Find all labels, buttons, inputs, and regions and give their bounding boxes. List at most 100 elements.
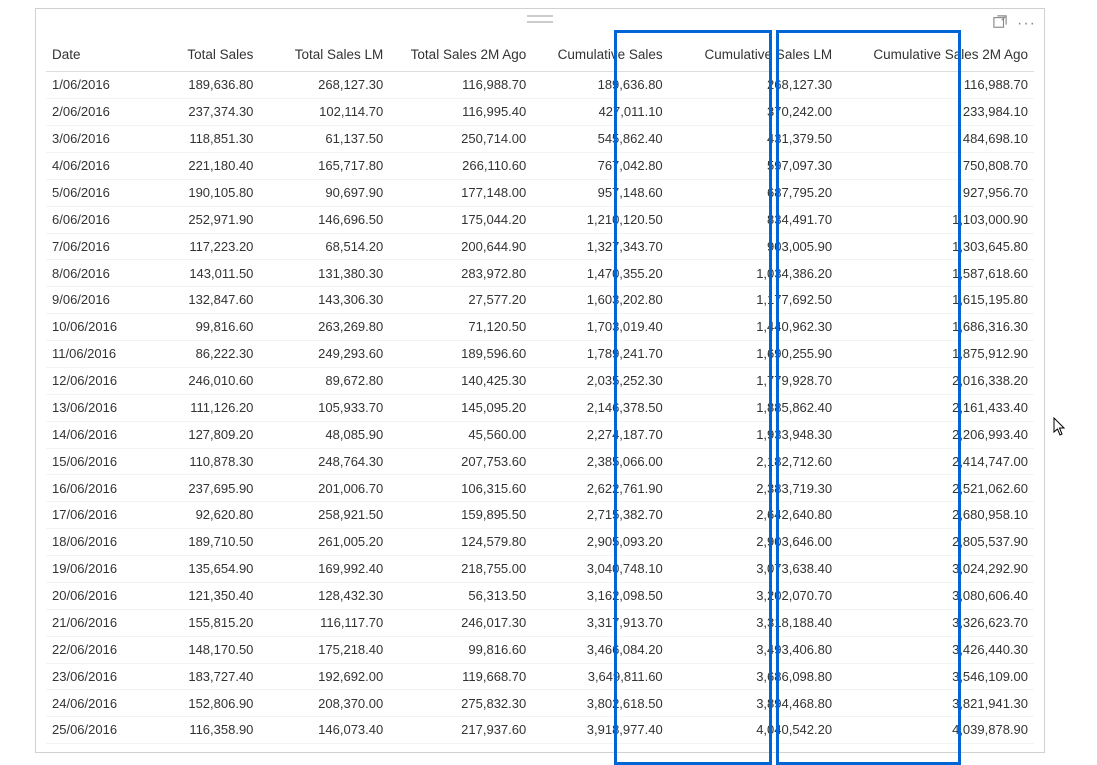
cell: 1,210,120.50 [532,206,668,233]
cell: 121,350.40 [143,582,260,609]
cell: 207,753.60 [389,448,532,475]
table-row[interactable]: 19/06/2016135,654.90169,992.40218,755.00… [46,556,1034,583]
table-row[interactable]: 6/06/2016252,971.90146,696.50175,044.201… [46,206,1034,233]
cell: 370,242.00 [669,99,838,126]
sales-table[interactable]: DateTotal SalesTotal Sales LMTotal Sales… [46,39,1034,744]
column-header[interactable]: Total Sales [143,39,260,72]
cell: 3,466,084.20 [532,636,668,663]
cell: 99,816.60 [389,636,532,663]
table-row[interactable]: 11/06/201686,222.30249,293.60189,596.601… [46,341,1034,368]
cell: 145,095.20 [389,394,532,421]
cell: 22/06/2016 [46,636,143,663]
cell: 1,779,928.70 [669,367,838,394]
cell: 218,755.00 [389,556,532,583]
table-row[interactable]: 25/06/2016116,358.90146,073.40217,937.60… [46,717,1034,744]
cell: 1,686,316.30 [838,314,1034,341]
cell: 14/06/2016 [46,421,143,448]
table-row[interactable]: 21/06/2016155,815.20116,117.70246,017.30… [46,609,1034,636]
table-row[interactable]: 14/06/2016127,809.2048,085.9045,560.002,… [46,421,1034,448]
cell: 102,114.70 [259,99,389,126]
cell: 124,579.80 [389,529,532,556]
table-row[interactable]: 1/06/2016189,636.80268,127.30116,988.701… [46,72,1034,99]
cell: 249,293.60 [259,341,389,368]
cell: 90,697.90 [259,179,389,206]
table-row[interactable]: 17/06/201692,620.80258,921.50159,895.502… [46,502,1034,529]
table-row[interactable]: 2/06/2016237,374.30102,114.70116,995.404… [46,99,1034,126]
cell: 3,202,070.70 [669,582,838,609]
cell: 155,815.20 [143,609,260,636]
cell: 140,425.30 [389,367,532,394]
table-row[interactable]: 16/06/2016237,695.90201,006.70106,315.60… [46,475,1034,502]
cell: 56,313.50 [389,582,532,609]
table-row[interactable]: 5/06/2016190,105.8090,697.90177,148.0095… [46,179,1034,206]
cell: 7/06/2016 [46,233,143,260]
cell: 17/06/2016 [46,502,143,529]
cell: 3,080,606.40 [838,582,1034,609]
table-row[interactable]: 13/06/2016111,126.20105,933.70145,095.20… [46,394,1034,421]
cell: 71,120.50 [389,314,532,341]
cell: 1,615,195.80 [838,287,1034,314]
cell: 1,440,962.30 [669,314,838,341]
table-row[interactable]: 23/06/2016183,727.40192,692.00119,668.70… [46,663,1034,690]
more-options-icon[interactable]: ··· [1017,19,1036,29]
cell: 146,073.40 [259,717,389,744]
cell: 2,414,747.00 [838,448,1034,475]
table-row[interactable]: 10/06/201699,816.60263,269.8071,120.501,… [46,314,1034,341]
table-row[interactable]: 20/06/2016121,350.40128,432.3056,313.503… [46,582,1034,609]
table-row[interactable]: 4/06/2016221,180.40165,717.80266,110.607… [46,152,1034,179]
cell: 106,315.60 [389,475,532,502]
column-header[interactable]: Cumulative Sales [532,39,668,72]
table-row[interactable]: 8/06/2016143,011.50131,380.30283,972.801… [46,260,1034,287]
cell: 1,587,618.60 [838,260,1034,287]
table-row[interactable]: 18/06/2016189,710.50261,005.20124,579.80… [46,529,1034,556]
cell: 3,040,748.10 [532,556,668,583]
cell: 143,011.50 [143,260,260,287]
cell: 1,327,343.70 [532,233,668,260]
cell: 834,491.70 [669,206,838,233]
column-header[interactable]: Total Sales 2M Ago [389,39,532,72]
cell: 16/06/2016 [46,475,143,502]
cell: 27,577.20 [389,287,532,314]
cell: 2,680,958.10 [838,502,1034,529]
cell: 117,223.20 [143,233,260,260]
cell: 221,180.40 [143,152,260,179]
cell: 110,878.30 [143,448,260,475]
table-row[interactable]: 3/06/2016118,851.3061,137.50250,714.0054… [46,126,1034,153]
cell: 15/06/2016 [46,448,143,475]
cell: 767,042.80 [532,152,668,179]
table-row[interactable]: 12/06/2016246,010.6089,672.80140,425.302… [46,367,1034,394]
cell: 18/06/2016 [46,529,143,556]
cell: 159,895.50 [389,502,532,529]
cell: 2,016,338.20 [838,367,1034,394]
focus-mode-icon[interactable] [993,15,1007,32]
cell: 3,326,623.70 [838,609,1034,636]
column-header[interactable]: Cumulative Sales 2M Ago [838,39,1034,72]
cell: 143,306.30 [259,287,389,314]
table-row[interactable]: 22/06/2016148,170.50175,218.4099,816.603… [46,636,1034,663]
cell: 177,148.00 [389,179,532,206]
column-header[interactable]: Date [46,39,143,72]
cell: 8/06/2016 [46,260,143,287]
cell: 3,821,941.30 [838,690,1034,717]
cell: 135,654.90 [143,556,260,583]
cell: 1,703,019.40 [532,314,668,341]
cell: 3,073,638.40 [669,556,838,583]
visual-header-icons: ··· [993,15,1036,32]
cell: 484,698.10 [838,126,1034,153]
cell: 61,137.50 [259,126,389,153]
cell: 175,218.40 [259,636,389,663]
column-header[interactable]: Cumulative Sales LM [669,39,838,72]
cell: 48,085.90 [259,421,389,448]
cell: 2,905,093.20 [532,529,668,556]
column-header[interactable]: Total Sales LM [259,39,389,72]
table-row[interactable]: 9/06/2016132,847.60143,306.3027,577.201,… [46,287,1034,314]
table-row[interactable]: 7/06/2016117,223.2068,514.20200,644.901,… [46,233,1034,260]
cell: 1,789,241.70 [532,341,668,368]
table-row[interactable]: 24/06/2016152,806.90208,370.00275,832.30… [46,690,1034,717]
cell: 86,222.30 [143,341,260,368]
drag-grip-icon[interactable] [527,15,553,23]
cell: 750,808.70 [838,152,1034,179]
cell: 3,546,109.00 [838,663,1034,690]
table-row[interactable]: 15/06/2016110,878.30248,764.30207,753.60… [46,448,1034,475]
cell: 237,374.30 [143,99,260,126]
